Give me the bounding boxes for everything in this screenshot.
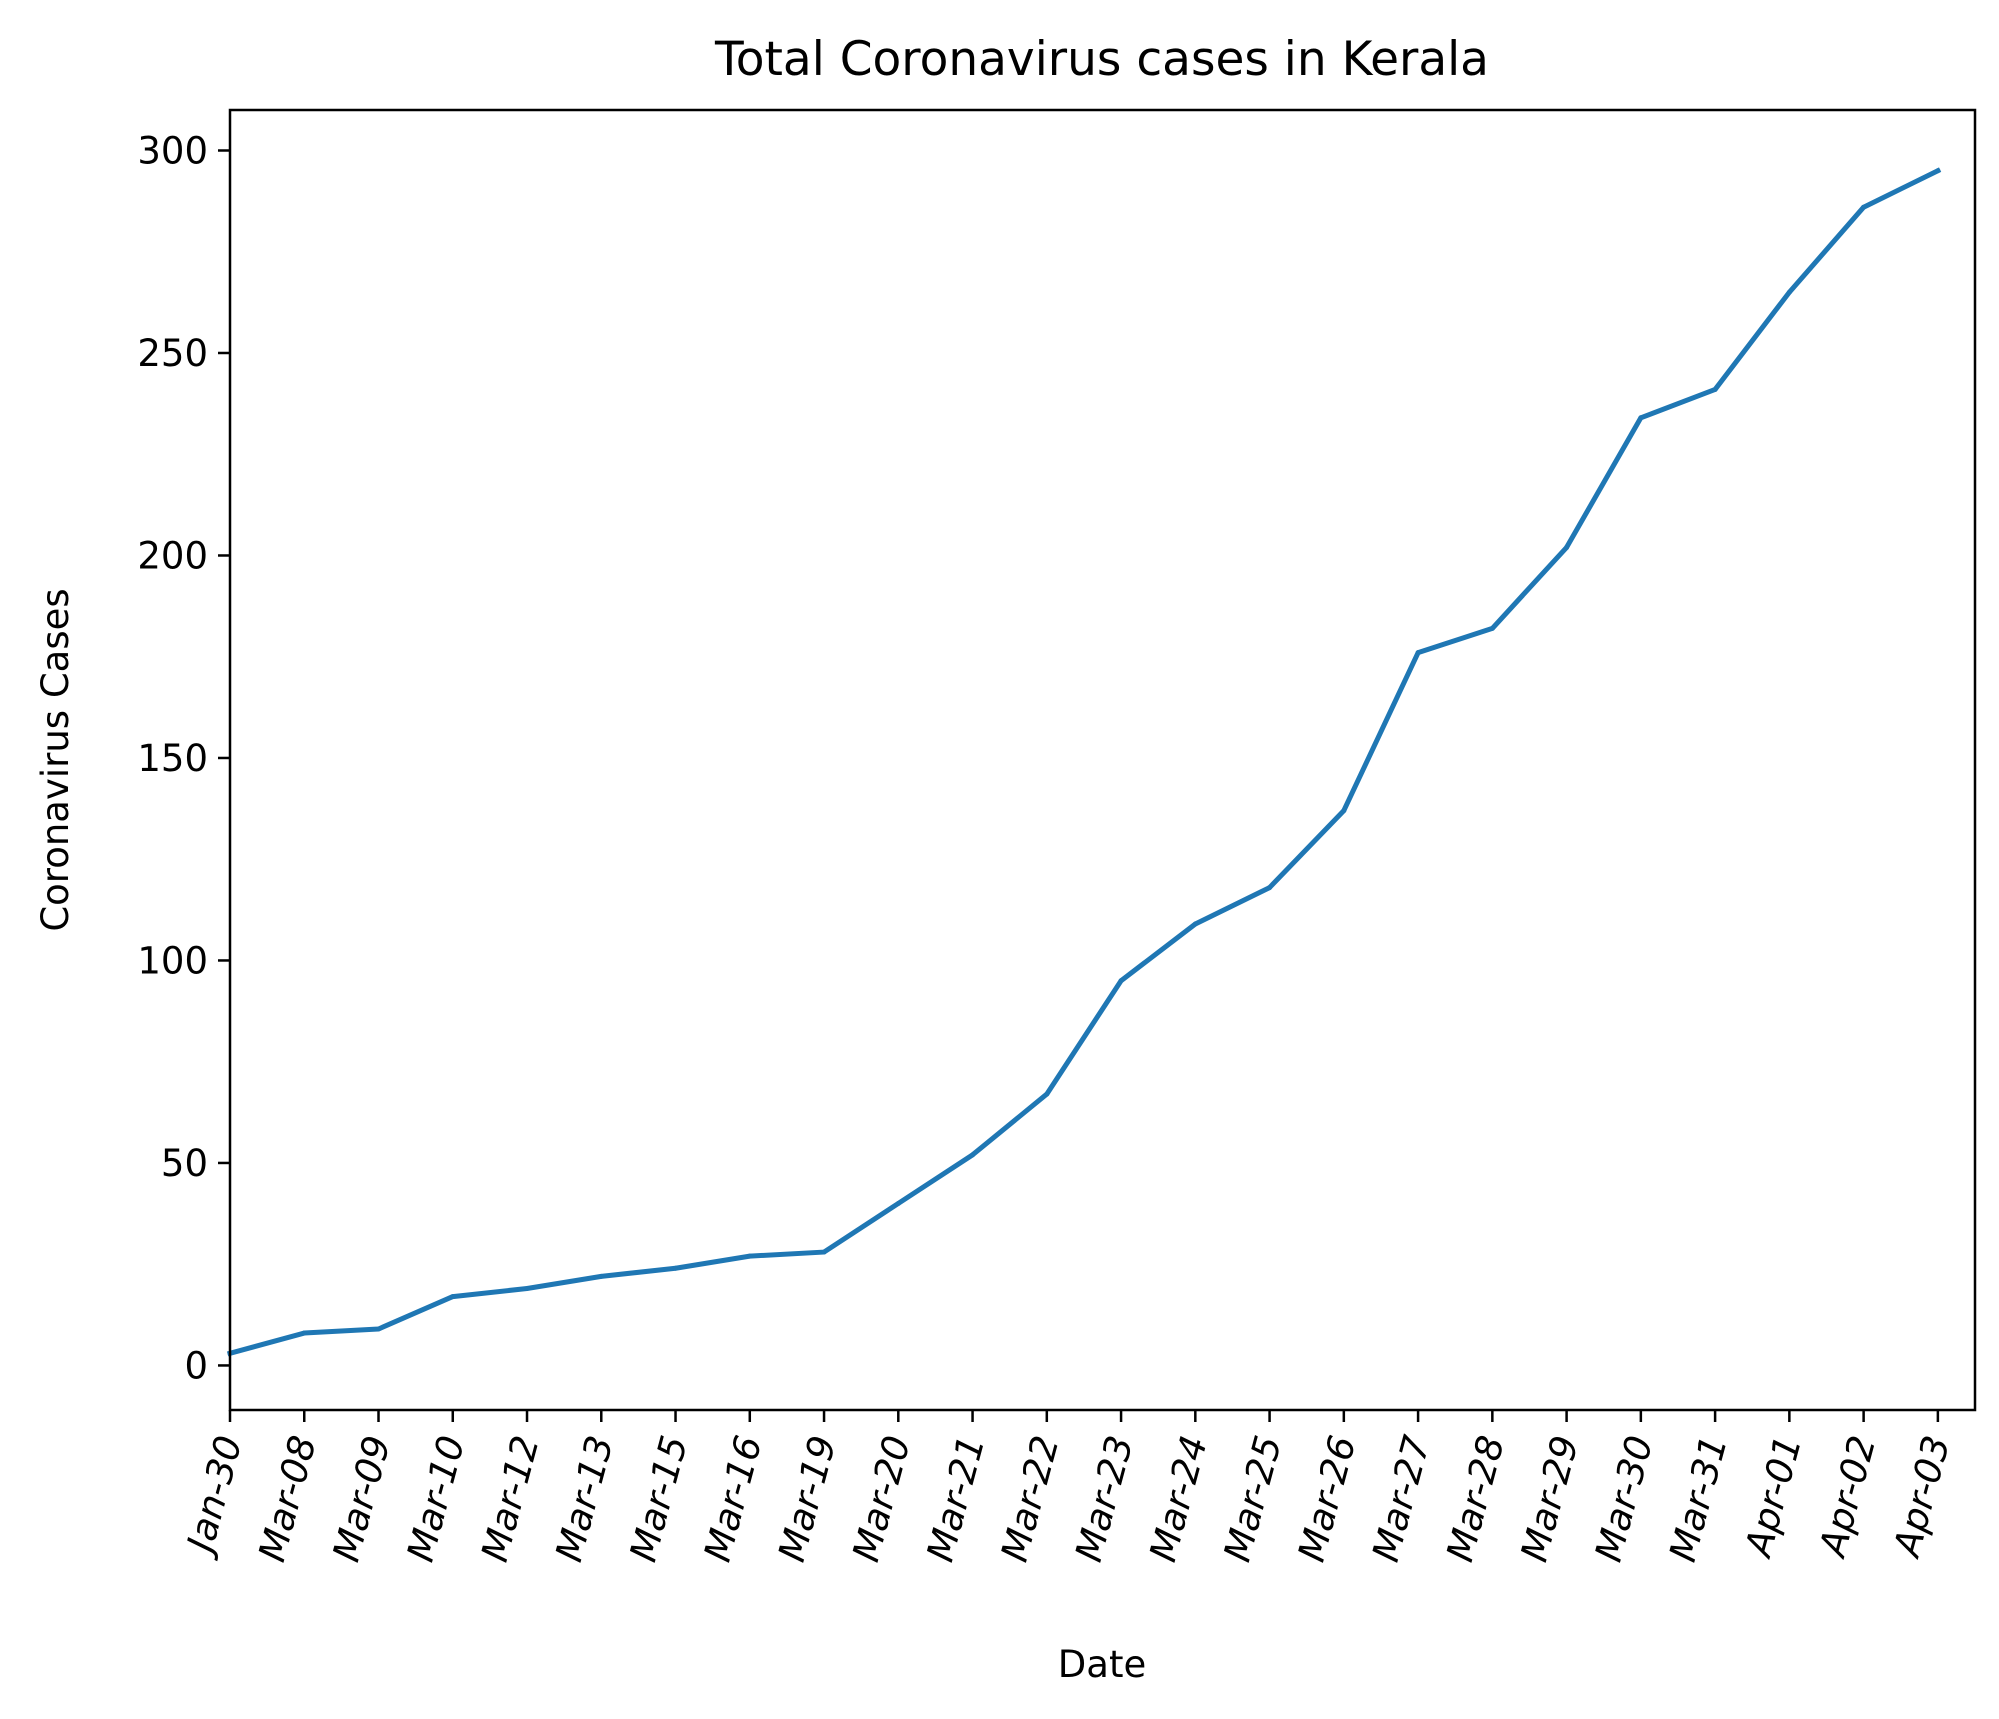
x-tick-label: Mar-08 — [250, 1431, 325, 1566]
data-point — [1118, 978, 1124, 984]
x-axis-ticks: Jan-30 Mar-08 Mar-09 Mar-10 Mar-12 Mar-13 Mar-… — [177, 1410, 1959, 1566]
x-tick-label: Apr-02 — [1811, 1431, 1885, 1562]
x-tick-label: Mar-31 — [1661, 1431, 1736, 1566]
data-point — [1786, 289, 1792, 295]
y-tick-label: 300 — [137, 129, 208, 172]
x-tick-label: Apr-03 — [1885, 1431, 1959, 1562]
data-point — [1192, 921, 1198, 927]
data-point — [821, 1249, 827, 1255]
data-point — [1712, 386, 1718, 392]
data-point — [1341, 808, 1347, 814]
data-point — [301, 1330, 307, 1336]
data-point — [1044, 1091, 1050, 1097]
y-tick-label: 250 — [137, 332, 208, 375]
data-point — [598, 1273, 604, 1279]
x-axis-label: Date — [1058, 1643, 1146, 1686]
x-tick-label: Jan-30 — [177, 1431, 251, 1562]
data-point — [747, 1253, 753, 1259]
x-tick-label: Mar-13 — [547, 1431, 622, 1566]
y-tick-label: 150 — [137, 737, 208, 780]
x-tick-label: Mar-12 — [473, 1431, 548, 1566]
x-tick-label: Mar-20 — [844, 1431, 919, 1566]
x-tick-label: Mar-15 — [622, 1431, 697, 1566]
data-point — [1267, 885, 1273, 891]
x-tick-label: Apr-01 — [1736, 1431, 1810, 1562]
y-tick-label: 50 — [161, 1142, 208, 1185]
data-point — [970, 1152, 976, 1158]
y-axis-ticks: 0 50 100 150 200 250 300 — [137, 129, 230, 1387]
data-point — [1935, 168, 1941, 174]
x-tick-label: Mar-21 — [919, 1431, 994, 1566]
data-point — [895, 1200, 901, 1206]
x-tick-label: Mar-22 — [993, 1431, 1068, 1566]
data-point — [376, 1326, 382, 1332]
x-tick-label: Mar-26 — [1290, 1431, 1365, 1566]
y-tick-label: 100 — [137, 939, 208, 982]
data-point — [1415, 650, 1421, 656]
data-point — [524, 1286, 530, 1292]
data-point — [1861, 204, 1867, 210]
y-tick-label: 200 — [137, 534, 208, 577]
series-line — [226, 167, 1942, 1357]
x-tick-label: Mar-09 — [324, 1431, 399, 1566]
data-point — [1489, 625, 1495, 631]
x-tick-label: Mar-29 — [1513, 1431, 1588, 1566]
y-tick-label: 0 — [184, 1344, 208, 1387]
x-tick-label: Mar-28 — [1438, 1431, 1513, 1566]
x-tick-label: Mar-19 — [770, 1431, 845, 1566]
series-group — [226, 167, 1942, 1357]
x-tick-label: Mar-23 — [1067, 1431, 1142, 1566]
x-tick-label: Mar-25 — [1216, 1431, 1291, 1566]
data-point — [1638, 415, 1644, 421]
chart-title: Total Coronavirus cases in Kerala — [714, 32, 1489, 87]
x-tick-label: Mar-27 — [1364, 1431, 1439, 1566]
plot-area-frame — [228, 108, 1977, 1412]
x-tick-label: Mar-10 — [399, 1431, 474, 1566]
y-axis-label: Coronavirus Cases — [34, 588, 77, 931]
data-point — [673, 1265, 679, 1271]
data-point — [1564, 544, 1570, 550]
x-tick-label: Mar-24 — [1141, 1431, 1216, 1566]
data-point — [450, 1294, 456, 1300]
x-tick-label: Mar-16 — [696, 1431, 771, 1566]
x-tick-label: Mar-30 — [1587, 1431, 1662, 1566]
